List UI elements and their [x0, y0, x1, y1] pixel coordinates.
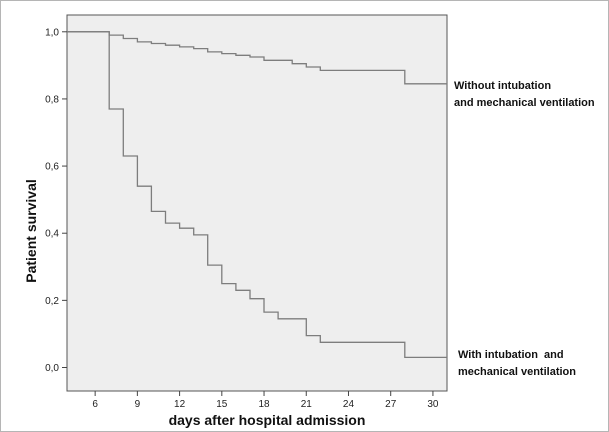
y-tick-label: 0,4 [45, 229, 59, 240]
x-tick-label: 18 [258, 399, 270, 410]
x-tick-label: 27 [385, 399, 397, 410]
y-axis: 0,0 0,2 0,4 0,6 0,8 1,0 [45, 27, 67, 374]
series-labels: Without intubation and mechanical ventila… [454, 80, 595, 378]
survival-curve-without-intubation [67, 31, 447, 85]
series-label-without-intubation-line-2: and mechanical ventilation [454, 97, 595, 109]
y-tick-label: 0,8 [45, 94, 59, 105]
plot-area [66, 14, 448, 392]
x-tick-label: 12 [174, 399, 186, 410]
x-axis-title: days after hospital admission [169, 412, 366, 428]
series-label-with-intubation-line-1: With intubation and [458, 349, 564, 361]
x-tick-label: 24 [343, 399, 355, 410]
series-label-without-intubation-line-1: Without intubation [454, 80, 551, 92]
x-axis: 6 9 12 15 18 21 24 27 30 [92, 391, 439, 410]
x-tick-label: 21 [301, 399, 313, 410]
x-tick-label: 9 [135, 399, 141, 410]
survival-curve-with-intubation [67, 31, 447, 359]
y-tick-label: 1,0 [45, 27, 59, 38]
y-tick-label: 0,6 [45, 162, 59, 173]
y-tick-label: 0,0 [45, 363, 59, 374]
x-tick-label: 6 [92, 399, 98, 410]
y-tick-label: 0,2 [45, 296, 59, 307]
series-label-with-intubation-line-2: mechanical ventilation [458, 366, 576, 378]
x-tick-label: 30 [427, 399, 439, 410]
y-axis-title: Patient survival [23, 179, 39, 283]
survival-curves [67, 31, 447, 359]
x-tick-label: 15 [216, 399, 228, 410]
